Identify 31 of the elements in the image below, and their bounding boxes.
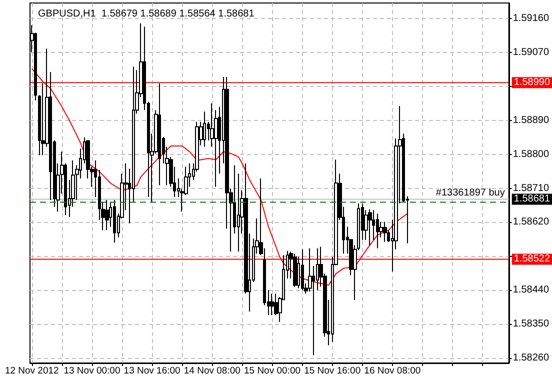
y-tick-label: 1.58890 [512,114,550,126]
x-tick-label: 13 Nov 16:00 [124,366,180,376]
candlestick [203,111,206,148]
y-tick-label: 1.59160 [512,12,550,24]
candlestick [113,199,116,244]
y-tick-label: 1.58440 [512,284,550,296]
candlestick [376,213,379,249]
ref-line-label: 1.58522 [514,254,550,265]
candlestick [105,199,109,231]
y-tick-label: 1.58620 [512,216,550,228]
x-tick-label: 12 Nov 2012 [4,366,59,376]
candlestick [368,208,372,246]
x-tick-label: 15 Nov 16:00 [304,366,361,376]
x-tick-label: 15 Nov 00:00 [244,366,300,376]
ref-line-label: #13361897 buy [436,188,505,199]
candlestick [293,253,297,288]
x-tick-label: 14 Nov 08:00 [184,366,240,376]
ref-line-label: 1.58681 [514,194,550,205]
candlestick [158,82,161,186]
candlestick [301,248,304,291]
candlestick [383,221,387,242]
candlestick [270,293,274,316]
y-tick-label: 1.59070 [512,46,550,58]
y-tick-label: 1.58350 [512,318,550,330]
x-tick-label: 16 Nov 08:00 [364,366,421,376]
y-tick-label: 1.58800 [512,148,550,160]
y-tick-label: 1.58710 [512,182,550,194]
x-tick-label: 13 Nov 00:00 [64,366,120,376]
ref-line-label: 1.58990 [514,77,550,88]
y-tick-label: 1.58260 [512,352,550,364]
text: GBPUSD,H1 1.58679 1.58689 1.58564 1.58681 [38,8,255,20]
